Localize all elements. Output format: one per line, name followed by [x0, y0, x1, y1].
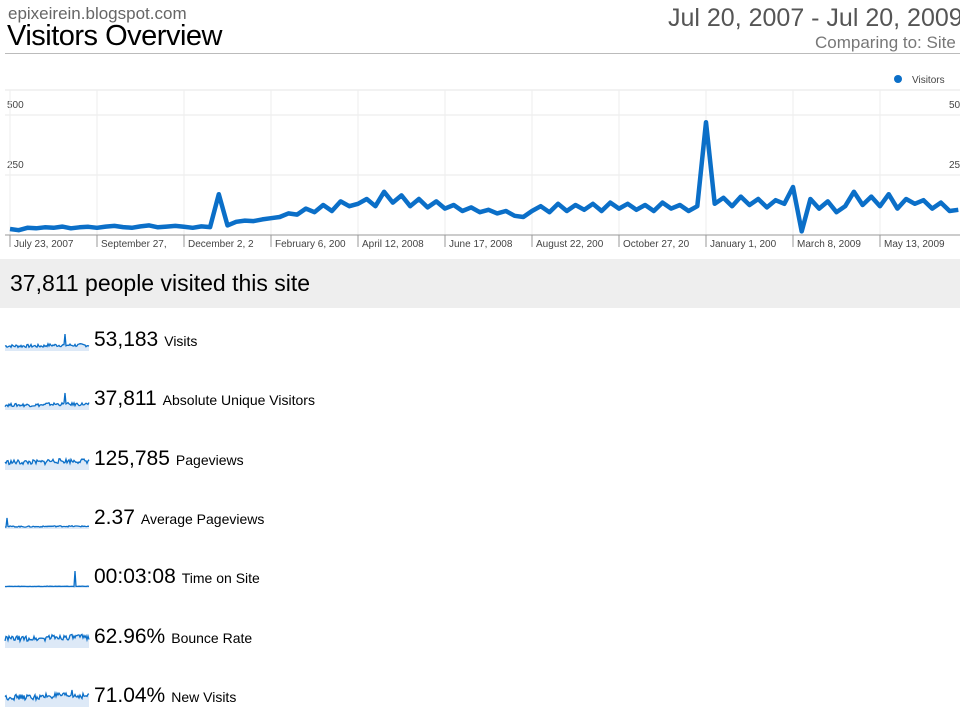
- x-tick-label: July 23, 2007: [14, 239, 74, 250]
- y-tick-label-right: 250: [949, 160, 960, 171]
- date-range[interactable]: Jul 20, 2007 - Jul 20, 2009: [668, 4, 960, 32]
- sparkline-line: [4, 456, 90, 466]
- x-tick-label: August 22, 200: [536, 239, 604, 250]
- x-tick-label: May 13, 2009: [884, 239, 945, 250]
- sparkline: [4, 571, 90, 589]
- x-tick-label: October 27, 20: [623, 239, 690, 250]
- x-tick-label: February 6, 200: [275, 239, 346, 250]
- sparkline-area: [5, 393, 89, 411]
- comparing[interactable]: Comparing to: Site: [815, 33, 956, 52]
- y-tick-label-right: 500: [949, 100, 960, 111]
- sparkline: [4, 632, 90, 648]
- metric-row[interactable]: 53,183 Visits: [0, 322, 960, 362]
- metric-label: Visits: [164, 333, 198, 349]
- sparkline-area: [5, 689, 89, 707]
- x-tick-label: April 12, 2008: [362, 239, 424, 250]
- metric-label: New Visits: [171, 688, 237, 705]
- metric-row[interactable]: 125,785 Pageviews: [0, 441, 960, 481]
- sparkline-line: [4, 517, 90, 528]
- data-line: [9, 119, 959, 234]
- metric-value: 00:03:08 Time on Site: [94, 565, 260, 589]
- legend-label: Visitors: [912, 75, 945, 86]
- metric-label: Average Pageviews: [140, 510, 265, 527]
- metric-value: 125,785 Pageviews: [94, 446, 244, 470]
- page-title: Visitors Overview: [7, 20, 222, 52]
- sparkline-line: [4, 632, 90, 644]
- legend-marker: [894, 75, 902, 83]
- y-tick-label: 250: [7, 160, 24, 171]
- summary-bar: 37,811 people visited this site: [0, 259, 960, 308]
- x-tick-label: January 1, 200: [710, 239, 777, 250]
- metric-label: Time on Site: [181, 570, 260, 587]
- sparkline: [4, 333, 90, 351]
- x-tick-label: March 8, 2009: [797, 239, 861, 250]
- metric-row[interactable]: 62.96% Bounce Rate: [0, 619, 960, 659]
- summary-text: 37,811 people visited this site: [10, 270, 311, 296]
- sparkline-line: [4, 571, 90, 588]
- x-tick-label: June 17, 2008: [449, 239, 513, 250]
- metric-row[interactable]: 37,811 Absolute Unique Visitors: [0, 381, 960, 421]
- x-tick-label: December 2, 2: [188, 239, 254, 250]
- site-name: epixeirein.blogspot.com: [8, 4, 187, 23]
- divider: [5, 53, 960, 54]
- sparkline: [4, 689, 90, 707]
- sparkline-line: [4, 333, 90, 349]
- chart: 250 250 500 500 July 23, 2007 September 27, De…: [5, 75, 960, 250]
- metric-value: 71.04% New Visits: [94, 683, 237, 707]
- metric-value: 62.96% Bounce Rate: [94, 624, 253, 648]
- y-tick-label: 500: [7, 100, 24, 111]
- metric-row[interactable]: 00:03:08 Time on Site: [0, 559, 960, 599]
- sparkline-line: [4, 689, 90, 702]
- sparkline: [4, 393, 90, 411]
- metric-row[interactable]: 71.04% New Visits: [0, 678, 960, 718]
- sparkline: [4, 517, 90, 529]
- metric-label: Pageviews: [175, 451, 244, 468]
- x-tick-label: September 27,: [101, 239, 167, 250]
- sparkline-line: [4, 393, 90, 409]
- metric-value: 37,811 Absolute Unique Visitors: [94, 387, 315, 411]
- metric-label: Absolute Unique Visitors: [162, 392, 315, 409]
- sparkline-area: [5, 334, 89, 351]
- metric-value: 2.37 Average Pageviews: [94, 505, 265, 529]
- metric-row[interactable]: 2.37 Average Pageviews: [0, 500, 960, 540]
- metric-value: 53,183 Visits: [94, 328, 198, 351]
- sparkline: [4, 456, 90, 470]
- metric-label: Bounce Rate: [171, 629, 253, 646]
